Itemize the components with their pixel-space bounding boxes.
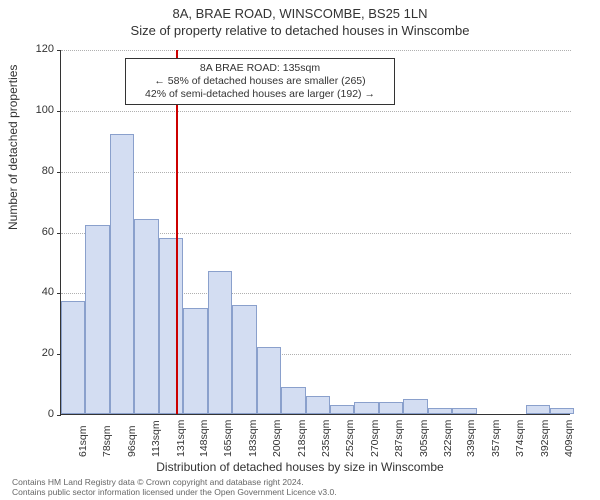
x-tick-label: 131sqm xyxy=(175,420,187,457)
x-tick-label: 409sqm xyxy=(563,420,575,457)
histogram-bar xyxy=(232,305,256,415)
x-tick-label: 392sqm xyxy=(539,420,551,457)
histogram-bar xyxy=(354,402,378,414)
gridline xyxy=(61,111,571,112)
annotation-line: 42% of semi-detached houses are larger (… xyxy=(132,88,388,101)
y-tick-label: 80 xyxy=(14,165,54,177)
chart-title: 8A, BRAE ROAD, WINSCOMBE, BS25 1LN xyxy=(0,0,600,21)
x-tick-label: 374sqm xyxy=(514,420,526,457)
y-tick-mark xyxy=(57,172,61,173)
y-tick-label: 100 xyxy=(14,104,54,116)
y-tick-mark xyxy=(57,293,61,294)
x-tick-label: 148sqm xyxy=(198,420,210,457)
y-axis-label: Number of detached properties xyxy=(6,65,20,230)
histogram-bar xyxy=(134,219,158,414)
x-tick-label: 287sqm xyxy=(393,420,405,457)
x-tick-label: 235sqm xyxy=(320,420,332,457)
page-root: 8A, BRAE ROAD, WINSCOMBE, BS25 1LN Size … xyxy=(0,0,600,500)
y-tick-label: 60 xyxy=(14,226,54,238)
chart-subtitle: Size of property relative to detached ho… xyxy=(0,21,600,38)
histogram-bar xyxy=(330,405,354,414)
x-tick-label: 200sqm xyxy=(271,420,283,457)
histogram-bar xyxy=(452,408,476,414)
x-tick-label: 322sqm xyxy=(442,420,454,457)
x-tick-label: 96sqm xyxy=(126,425,138,457)
histogram-bar xyxy=(526,405,550,414)
y-tick-mark xyxy=(57,50,61,51)
annotation-line: ← 58% of detached houses are smaller (26… xyxy=(132,75,388,88)
x-tick-label: 78sqm xyxy=(101,425,113,457)
histogram-bar xyxy=(110,134,134,414)
x-tick-label: 270sqm xyxy=(369,420,381,457)
gridline xyxy=(61,50,571,51)
x-tick-label: 252sqm xyxy=(344,420,356,457)
histogram-bar xyxy=(208,271,232,414)
histogram-bar xyxy=(550,408,574,414)
x-tick-label: 218sqm xyxy=(296,420,308,457)
x-tick-label: 339sqm xyxy=(465,420,477,457)
chart-area: 02040608010012061sqm78sqm96sqm113sqm131s… xyxy=(60,50,570,415)
x-tick-label: 61sqm xyxy=(77,425,89,457)
plot-region: 02040608010012061sqm78sqm96sqm113sqm131s… xyxy=(60,50,570,415)
histogram-bar xyxy=(306,396,330,414)
x-tick-label: 165sqm xyxy=(222,420,234,457)
histogram-bar xyxy=(428,408,452,414)
y-tick-label: 0 xyxy=(14,408,54,420)
histogram-bar xyxy=(403,399,427,414)
annotation-box: 8A BRAE ROAD: 135sqm← 58% of detached ho… xyxy=(125,58,395,105)
x-axis-label: Distribution of detached houses by size … xyxy=(0,460,600,474)
x-tick-label: 113sqm xyxy=(150,420,162,457)
y-tick-mark xyxy=(57,111,61,112)
attribution-footer: Contains HM Land Registry data © Crown c… xyxy=(12,478,337,498)
y-tick-label: 40 xyxy=(14,286,54,298)
histogram-bar xyxy=(85,225,109,414)
x-tick-label: 183sqm xyxy=(247,420,259,457)
histogram-bar xyxy=(159,238,183,414)
y-tick-mark xyxy=(57,233,61,234)
histogram-bar xyxy=(61,301,85,414)
histogram-bar xyxy=(183,308,207,414)
annotation-line: 8A BRAE ROAD: 135sqm xyxy=(132,62,388,75)
x-tick-label: 357sqm xyxy=(490,420,502,457)
y-tick-label: 120 xyxy=(14,43,54,55)
y-tick-mark xyxy=(57,415,61,416)
gridline xyxy=(61,172,571,173)
x-tick-label: 305sqm xyxy=(418,420,430,457)
histogram-bar xyxy=(281,387,305,414)
histogram-bar xyxy=(257,347,281,414)
footer-line-2: Contains public sector information licen… xyxy=(12,488,337,498)
y-tick-label: 20 xyxy=(14,347,54,359)
histogram-bar xyxy=(379,402,403,414)
